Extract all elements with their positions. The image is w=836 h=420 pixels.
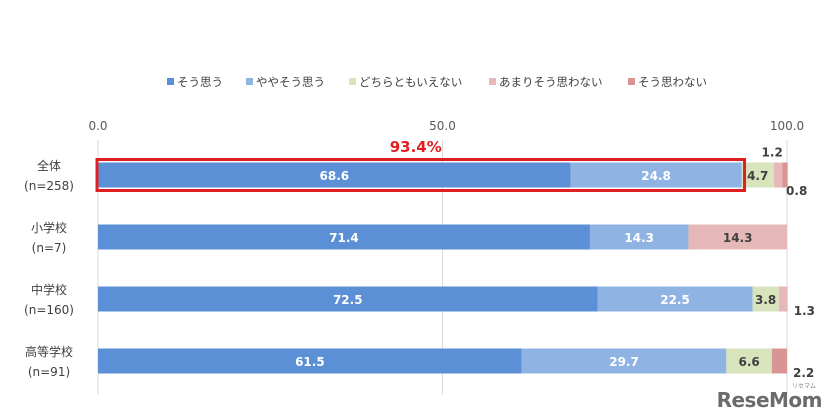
resemom-watermark: リセマム ReseMom [716, 383, 823, 412]
legend-label-1: そう思う [177, 75, 223, 89]
legend-label-2: ややそう思う [256, 75, 325, 89]
legend-label-3: どちらともいえない [359, 75, 462, 89]
category-label-line2: (n=7) [32, 241, 67, 255]
category-label-line2: (n=258) [24, 179, 74, 193]
category-label-line1: 中学校 [31, 282, 67, 297]
category-label-line1: 高等学校 [25, 344, 73, 359]
legend-swatch-2 [246, 78, 253, 85]
annotation-label: 93.4% [390, 138, 442, 156]
legend-swatch-3 [349, 78, 356, 85]
data-label: 1.2 [762, 146, 783, 160]
data-label: 2.2 [793, 366, 814, 380]
bar-segment [688, 224, 787, 250]
bar-segment [726, 348, 772, 374]
x-tick-label: 100.0 [770, 119, 804, 133]
watermark-text: ReseMom [716, 388, 823, 412]
category-label-line1: 小学校 [31, 220, 67, 235]
data-label: 0.8 [786, 184, 807, 198]
data-label: 1.3 [794, 304, 815, 318]
watermark-sub: リセマム [791, 383, 816, 390]
data-label: 24.8 [641, 169, 671, 183]
data-label: 14.3 [723, 231, 753, 245]
bar-segment [98, 224, 590, 250]
bar-segment [98, 162, 571, 188]
legend-swatch-1 [167, 78, 174, 85]
bar-segment [98, 348, 522, 374]
bar-segment [782, 162, 788, 188]
data-label: 3.8 [755, 293, 776, 307]
highlight-box [95, 158, 747, 192]
data-label: 4.7 [747, 169, 768, 183]
data-label: 68.6 [320, 169, 350, 183]
bar-segment [589, 224, 689, 250]
data-label: 6.6 [738, 355, 759, 369]
data-label: 29.7 [609, 355, 639, 369]
legend-label-4: あまりそう思わない [499, 75, 603, 89]
category-label-line1: 全体 [37, 158, 61, 173]
legend-label-5: そう思わない [638, 75, 707, 89]
bar-segment [741, 162, 774, 188]
bar-segment [771, 348, 787, 374]
bar-segment [597, 286, 753, 312]
bar-segment [778, 286, 788, 312]
data-label: 22.5 [660, 293, 690, 307]
data-label: 61.5 [295, 355, 325, 369]
bar-segment [98, 286, 598, 312]
category-label-line2: (n=160) [24, 303, 74, 317]
legend-swatch-5 [628, 78, 635, 85]
x-tick-label: 50.0 [429, 119, 456, 133]
data-label: 72.5 [333, 293, 363, 307]
bar-segment [570, 162, 742, 188]
x-tick-label: 0.0 [88, 119, 107, 133]
category-label-line2: (n=91) [28, 365, 70, 379]
bar-segment [773, 162, 783, 188]
bar-segment [752, 286, 779, 312]
data-label: 71.4 [329, 231, 359, 245]
legend-swatch-4 [489, 78, 496, 85]
data-label: 14.3 [624, 231, 654, 245]
bar-segment [521, 348, 727, 374]
